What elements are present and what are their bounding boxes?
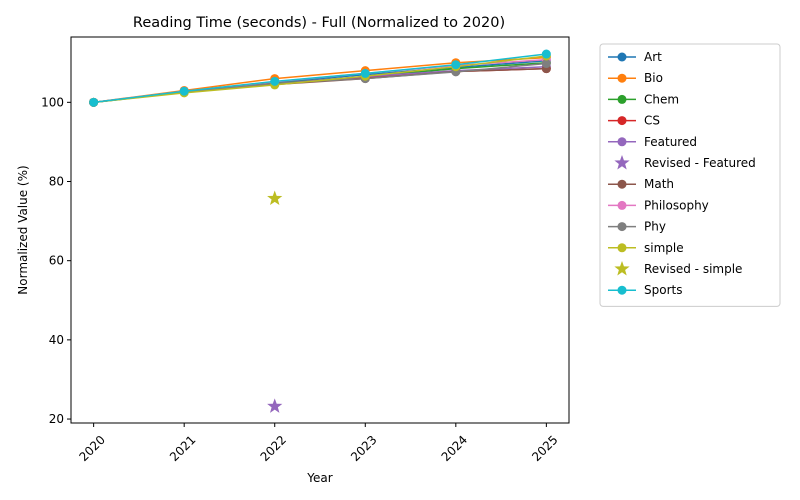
legend-marker <box>617 73 627 83</box>
y-tick-label: 100 <box>41 95 64 109</box>
legend-label: CS <box>644 114 660 128</box>
series-line <box>93 61 547 104</box>
legend-marker <box>614 155 630 170</box>
x-tick-label: 2021 <box>167 433 198 464</box>
legend-label: Philosophy <box>644 198 709 212</box>
legend-label: Chem <box>644 92 679 106</box>
legend-item: Revised - simple <box>614 261 742 276</box>
series-sports <box>89 49 551 107</box>
data-point <box>541 59 551 69</box>
legend-item: Art <box>608 50 662 64</box>
series-line <box>93 62 547 104</box>
x-tick-label: 2024 <box>439 433 470 464</box>
legend-item: Revised - Featured <box>614 155 756 170</box>
data-point <box>179 86 189 96</box>
plot-area <box>89 49 551 413</box>
star-point <box>267 190 283 205</box>
y-tick-label: 40 <box>49 333 64 347</box>
data-point <box>270 76 280 86</box>
legend-item: Sports <box>608 283 682 297</box>
y-axis: 20 40 60 80 100 <box>41 95 71 426</box>
data-point <box>89 97 99 107</box>
legend-item: Chem <box>608 92 679 106</box>
x-tick-label: 2022 <box>258 433 289 464</box>
legend-label: Revised - Featured <box>644 156 756 170</box>
y-axis-label: Normalized Value (%) <box>16 165 30 294</box>
legend-label: Featured <box>644 135 697 149</box>
x-tick-label: 2025 <box>529 433 560 464</box>
series-line <box>93 53 547 104</box>
legend-marker <box>617 94 627 104</box>
data-point <box>541 49 551 59</box>
legend-marker <box>617 285 627 295</box>
series-math <box>89 64 551 107</box>
series-revised-featured <box>267 398 283 413</box>
series-line <box>93 55 547 104</box>
legend-label: Math <box>644 177 674 191</box>
legend-marker <box>617 222 627 232</box>
y-tick-label: 80 <box>49 175 64 189</box>
legend-label: simple <box>644 241 684 255</box>
legend-label: Sports <box>644 283 682 297</box>
legend-item: simple <box>608 241 684 255</box>
star-point <box>267 398 283 413</box>
legend-item: Phy <box>608 220 666 234</box>
series-line <box>93 67 547 104</box>
series-line <box>93 67 547 104</box>
legend-item: Bio <box>608 71 663 85</box>
legend-label: Phy <box>644 220 666 234</box>
legend-marker <box>617 243 627 253</box>
legend-box <box>599 43 781 307</box>
legend-item: Featured <box>608 135 697 149</box>
legend-marker <box>617 52 627 62</box>
legend-marker <box>617 137 627 147</box>
data-point <box>451 60 461 70</box>
legend-marker <box>617 200 627 210</box>
chart-title: Reading Time (seconds) - Full (Normalize… <box>133 15 505 31</box>
x-tick-label: 2023 <box>348 433 379 464</box>
series-revised-simple <box>267 190 283 205</box>
series-line <box>93 65 547 104</box>
legend-item: Math <box>608 177 674 191</box>
legend-label: Revised - simple <box>644 262 742 276</box>
data-point <box>360 68 370 78</box>
legend-marker <box>617 116 627 126</box>
plot-frame <box>70 36 570 424</box>
x-tick-label: 2020 <box>76 433 107 464</box>
y-tick-label: 20 <box>49 412 64 426</box>
x-axis-label: Year <box>306 471 332 485</box>
legend: Art Bio Chem CS Featured Revised - Featured Ma… <box>599 43 781 307</box>
legend-marker <box>614 261 630 276</box>
y-tick-label: 60 <box>49 254 64 268</box>
legend-item: CS <box>608 114 660 128</box>
legend-marker <box>617 179 627 189</box>
legend-item: Philosophy <box>608 198 709 212</box>
legend-label: Bio <box>644 71 663 85</box>
legend-label: Art <box>644 50 662 64</box>
x-axis: 2020 2021 2022 2023 2024 2025 <box>76 423 561 464</box>
